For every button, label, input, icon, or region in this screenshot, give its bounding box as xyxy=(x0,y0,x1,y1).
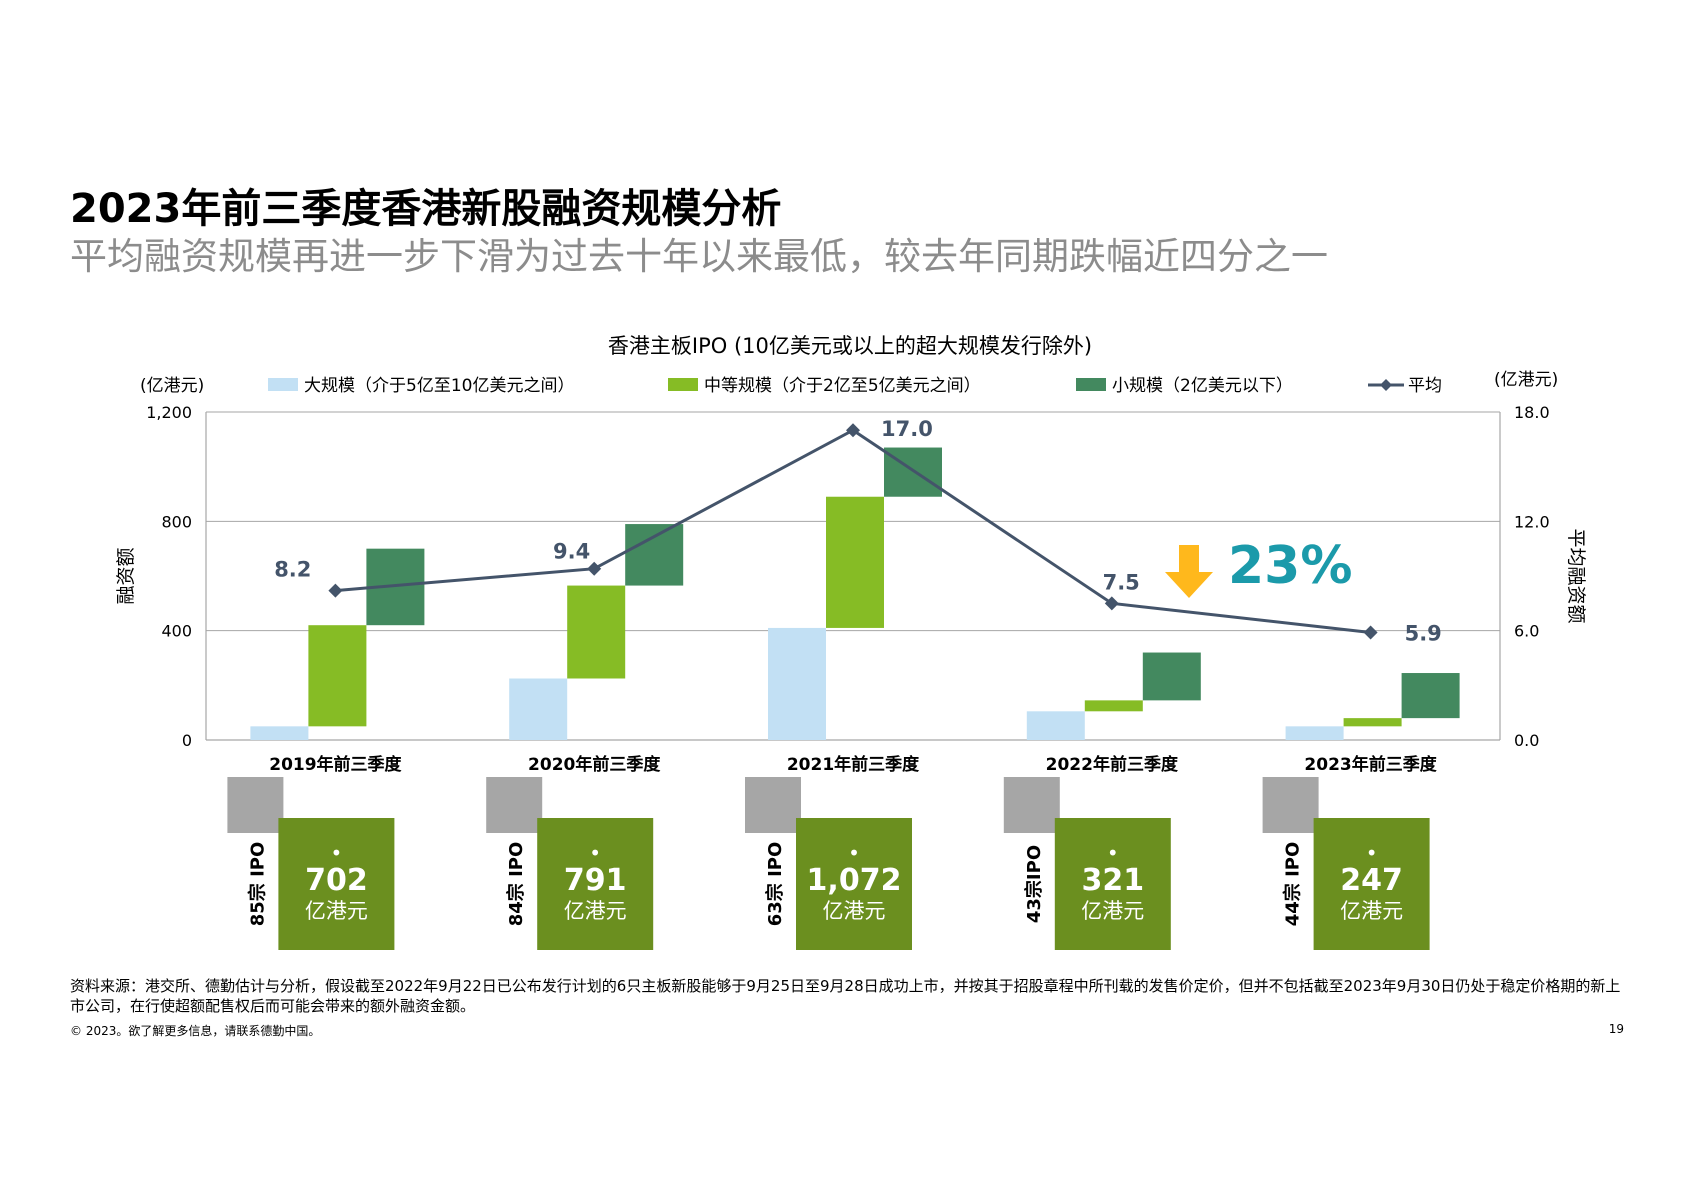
average-marker xyxy=(846,423,860,438)
bar-1-4 xyxy=(1026,711,1085,740)
page-subtitle: 平均融资规模再进一步下滑为过去十年以来最低，较去年同期跌幅近四分之一 xyxy=(70,235,1328,278)
y-tick-label: 1,200 xyxy=(146,403,192,422)
card-gray-square xyxy=(1003,777,1060,833)
card-gray-square xyxy=(486,777,543,833)
average-marker xyxy=(1104,596,1119,611)
y-axis-right: 18.0 12.0 6.0 0.0 平均融资额 xyxy=(1514,403,1587,750)
card-total: 1,072 xyxy=(807,863,902,898)
decline-annotation: 23% xyxy=(1165,536,1352,598)
card-green-box xyxy=(1313,818,1430,950)
average-value-label: 8.2 xyxy=(274,558,311,582)
card-green-box xyxy=(278,818,395,950)
card-bullet: • xyxy=(1366,841,1378,865)
card-deal-count: 44宗 IPO xyxy=(1282,842,1304,927)
bar-1-2 xyxy=(509,678,568,740)
card-green-box xyxy=(1054,818,1171,950)
x-tick-label: 2021年前三季度 xyxy=(787,754,920,775)
legend-label-1: 大规模（介于5亿至10亿美元之间） xyxy=(304,376,574,396)
card-total: 247 xyxy=(1340,863,1403,898)
average-line: 8.2 9.4 17.0 7.5 5.9 xyxy=(274,417,1442,645)
average-value-label: 5.9 xyxy=(1405,621,1442,645)
bar-1-3 xyxy=(768,627,826,740)
y-tick-label: 400 xyxy=(161,622,192,641)
card-green-box xyxy=(796,818,912,950)
card-bullet: • xyxy=(1107,841,1119,865)
y2-axis-title: 平均融资额 xyxy=(1565,528,1587,623)
legend-swatch-3 xyxy=(1076,378,1106,391)
y2-tick-label: 18.0 xyxy=(1514,403,1550,422)
bar-2-5 xyxy=(1343,718,1402,727)
page-title: 2023年前三季度香港新股融资规模分析 xyxy=(70,186,782,232)
bar-2-4 xyxy=(1084,700,1143,712)
legend-label-average: 平均 xyxy=(1408,376,1442,396)
chart-legend: 大规模（介于5亿至10亿美元之间） 中等规模（介于2亿至5亿美元之间） 小规模（2亿… xyxy=(268,376,1442,396)
legend-label-2: 中等规模（介于2亿至5亿美元之间） xyxy=(704,376,981,396)
average-value-label: 17.0 xyxy=(881,417,933,441)
right-axis-unit: (亿港元) xyxy=(1494,370,1558,390)
average-value-label: 7.5 xyxy=(1103,570,1140,594)
card-unit-label: 亿港元 xyxy=(823,899,886,923)
bar-2-1 xyxy=(308,625,367,727)
card-unit-label: 亿港元 xyxy=(1340,899,1403,923)
down-arrow-icon xyxy=(1165,545,1213,598)
legend-label-3: 小规模（2亿美元以下） xyxy=(1112,376,1293,396)
card-unit-label: 亿港元 xyxy=(305,899,368,923)
chart-bars xyxy=(250,447,1460,740)
y2-tick-label: 0.0 xyxy=(1514,731,1539,750)
bar-1-1 xyxy=(250,726,309,740)
copyright: © 2023。欲了解更多信息，请联系德勤中国。 xyxy=(70,1024,321,1038)
bar-3-4 xyxy=(1142,652,1201,701)
y-tick-label: 800 xyxy=(161,512,192,531)
legend-diamond-icon xyxy=(1380,379,1392,391)
y2-tick-label: 12.0 xyxy=(1514,512,1550,531)
card-deal-count: 63宗 IPO xyxy=(764,842,786,927)
card-gray-square xyxy=(227,777,284,833)
bar-1-5 xyxy=(1285,726,1344,740)
card-gray-square xyxy=(745,777,801,833)
average-marker xyxy=(1363,625,1378,640)
source-note: 资料来源：港交所、德勤估计与分析，假设截至2022年9月22日已公布发行计划的6… xyxy=(70,977,1621,1015)
legend-swatch-1 xyxy=(268,378,298,391)
x-tick-label: 2020年前三季度 xyxy=(528,754,661,775)
bar-3-2 xyxy=(625,524,684,586)
x-tick-label: 2023年前三季度 xyxy=(1304,754,1437,775)
bar-3-5 xyxy=(1401,673,1460,719)
average-marker xyxy=(587,561,602,576)
x-axis: 2019年前三季度 2020年前三季度 2021年前三季度 2022年前三季度 2023… xyxy=(269,754,1438,775)
bar-2-3 xyxy=(826,496,884,628)
card-bullet: • xyxy=(848,841,860,865)
card-deal-count: 43宗IPO xyxy=(1023,845,1045,923)
card-deal-count: 84宗 IPO xyxy=(505,842,527,927)
card-total: 791 xyxy=(564,863,627,898)
average-value-label: 9.4 xyxy=(553,540,590,564)
decline-percent: 23% xyxy=(1228,536,1352,596)
card-deal-count: 85宗 IPO xyxy=(246,842,268,927)
y-tick-label: 0 xyxy=(182,731,192,750)
card-total: 702 xyxy=(305,863,368,898)
bar-2-2 xyxy=(567,585,626,679)
left-axis-unit: (亿港元) xyxy=(140,376,204,396)
page-number: 19 xyxy=(1608,1022,1624,1036)
ipo-chart: 香港主板IPO (10亿美元或以上的超大规模发行除外) (亿港元) (亿港元) … xyxy=(115,334,1587,950)
y2-tick-label: 6.0 xyxy=(1514,622,1539,641)
x-tick-label: 2019年前三季度 xyxy=(269,754,402,775)
chart-title: 香港主板IPO (10亿美元或以上的超大规模发行除外) xyxy=(608,334,1092,358)
y-axis-left: 1,200 800 400 0 融资额 xyxy=(115,403,192,750)
card-bullet: • xyxy=(331,841,343,865)
y-axis-title: 融资额 xyxy=(115,547,137,604)
legend-swatch-2 xyxy=(668,378,698,391)
card-gray-square xyxy=(1262,777,1319,833)
card-green-box xyxy=(537,818,654,950)
card-bullet: • xyxy=(589,841,601,865)
x-tick-label: 2022年前三季度 xyxy=(1046,754,1179,775)
average-marker xyxy=(328,583,343,598)
card-total: 321 xyxy=(1081,863,1144,898)
card-unit-label: 亿港元 xyxy=(1081,899,1144,923)
card-unit-label: 亿港元 xyxy=(564,899,627,923)
